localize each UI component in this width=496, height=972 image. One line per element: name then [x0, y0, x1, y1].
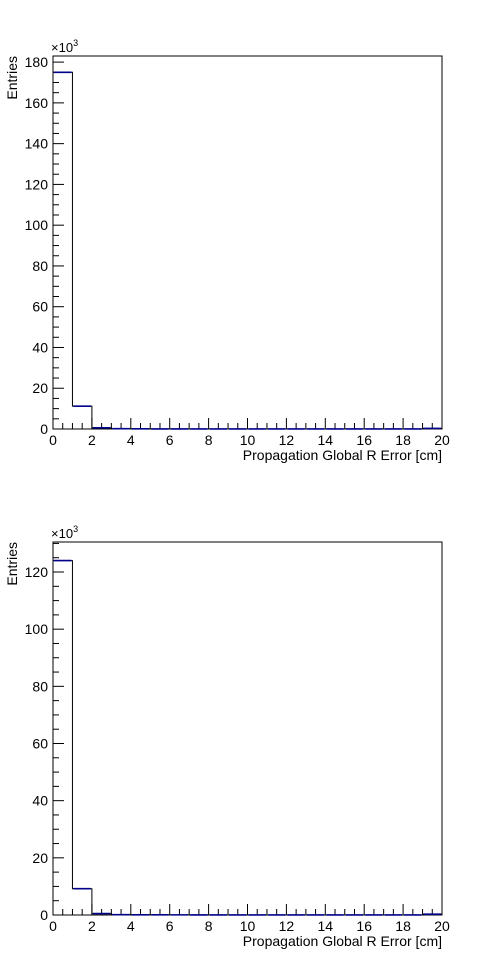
x-tick-label: 6: [166, 432, 174, 448]
histogram-top: 0 2 4 6 8 10 12 14 16 18 20 0 20 40 60 80 100 120 140 160 18…: [4, 38, 450, 463]
x-tick-label: 16: [356, 918, 372, 934]
x-tick-label: 10: [240, 918, 256, 934]
y-multiplier: ×103: [51, 38, 78, 55]
y-tick-label: 120: [25, 176, 49, 192]
x-tick-label: 12: [279, 432, 295, 448]
y-tick-label: 100: [25, 621, 49, 637]
plot-frame: [52, 541, 443, 916]
y-tick-label: 120: [25, 564, 49, 580]
x-tick-label: 0: [49, 918, 57, 934]
x-tick-label: 10: [240, 432, 256, 448]
y-tick-label: 20: [32, 380, 48, 396]
x-tick-label: 4: [127, 918, 135, 934]
histogram-outline: [52, 71, 443, 430]
x-tick-label: 12: [279, 918, 295, 934]
x-tick-label: 20: [434, 432, 450, 448]
y-tick-label: 60: [32, 736, 48, 752]
x-tick-label: 14: [318, 918, 334, 934]
x-tick-label: 2: [88, 918, 96, 934]
plot-frame: [52, 55, 443, 430]
y-axis-label: Entries: [4, 542, 20, 586]
x-tick-label: 6: [166, 918, 174, 934]
y-tick-label: 140: [25, 136, 49, 152]
y-tick-label: 80: [32, 258, 48, 274]
x-tick-label: 8: [205, 432, 213, 448]
x-tick-label: 20: [434, 918, 450, 934]
x-tick-label: 18: [395, 432, 411, 448]
x-tick-label: 4: [127, 432, 135, 448]
x-tick-label: 14: [318, 432, 334, 448]
histogram-outline: [52, 560, 443, 916]
y-tick-label: 40: [32, 339, 48, 355]
y-tick-label: 160: [25, 95, 49, 111]
y-tick-label: 0: [40, 421, 48, 437]
y-tick-label: 80: [32, 678, 48, 694]
x-tick-label: 16: [356, 432, 372, 448]
x-tick-label: 8: [205, 918, 213, 934]
x-tick-label: 2: [88, 432, 96, 448]
y-axis-label: Entries: [4, 56, 20, 100]
y-tick-label: 60: [32, 299, 48, 315]
y-tick-label: 100: [25, 217, 49, 233]
y-tick-label: 0: [40, 907, 48, 923]
y-tick-label: 40: [32, 793, 48, 809]
y-tick-label: 180: [25, 54, 49, 70]
x-tick-label: 18: [395, 918, 411, 934]
y-multiplier: ×103: [51, 524, 78, 541]
x-axis-label: Propagation Global R Error [cm]: [243, 447, 442, 463]
x-tick-label: 0: [49, 432, 57, 448]
x-axis-label: Propagation Global R Error [cm]: [243, 933, 442, 949]
y-tick-label: 20: [32, 850, 48, 866]
histogram-bottom: 0 2 4 6 8 10 12 14 16 18 20 0 20 40 60 80 100 120 ×103 Prop…: [4, 524, 450, 949]
